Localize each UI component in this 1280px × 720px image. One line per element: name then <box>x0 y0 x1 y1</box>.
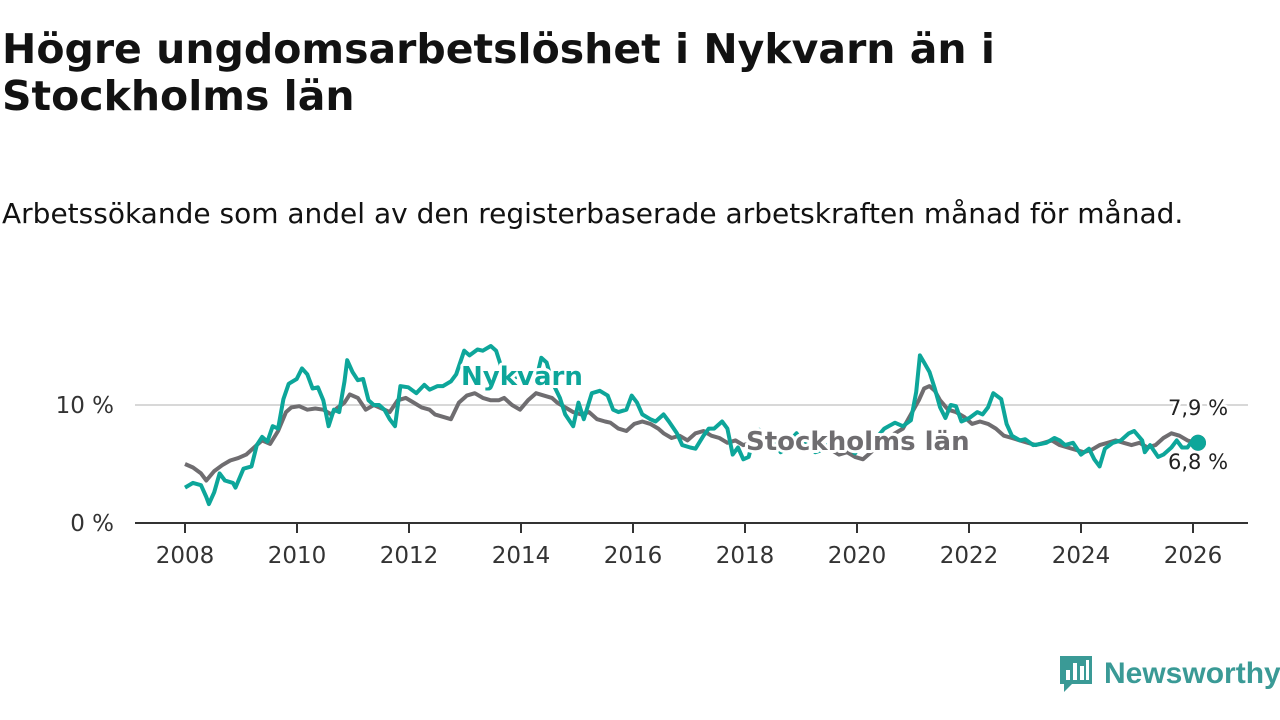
x-tick-label: 2010 <box>268 543 327 569</box>
series-labels: Nykvarn Stockholms län 7,9 % 6,8 % <box>458 359 1231 477</box>
x-tick-label: 2026 <box>1164 543 1223 569</box>
x-tick-label: 2016 <box>604 543 663 569</box>
end-label-nykvarn: 7,9 % <box>1168 396 1228 420</box>
newsworthy-logo-icon <box>1060 656 1092 692</box>
x-tick-label: 2020 <box>828 543 887 569</box>
brand-name: Newsworthy <box>1104 657 1280 690</box>
series-label-nykvarn: Nykvarn <box>461 362 583 392</box>
chart-title: Högre ungdomsarbetslöshet i Nykvarn än i… <box>2 25 995 120</box>
x-tick-label: 2018 <box>716 543 775 569</box>
y-tick-label: 0 % <box>70 511 114 537</box>
y-axis-ticks: 0 % 10 % <box>56 393 114 537</box>
x-tick-label: 2008 <box>156 543 215 569</box>
x-tick-label: 2012 <box>380 543 439 569</box>
newsworthy-brand[interactable]: Newsworthy <box>1058 652 1280 696</box>
chart-subtitle: Arbetssökande som andel av den registerb… <box>2 197 1184 230</box>
end-label-stockholms-lan: 6,8 % <box>1168 450 1228 474</box>
y-tick-label: 10 % <box>56 393 114 419</box>
series-line-nykvarn <box>183 344 1199 507</box>
x-tick-label: 2014 <box>492 543 551 569</box>
x-tick-label: 2024 <box>1052 543 1111 569</box>
series-label-stockholms-lan: Stockholms län <box>746 427 970 457</box>
x-tick-label: 2022 <box>940 543 999 569</box>
series-lines <box>183 344 1206 507</box>
series-line-stockholms-lan <box>184 384 1196 483</box>
x-axis-ticks: 2008 2010 2012 2014 2016 2018 2020 2022 2024 2026 <box>156 523 1223 569</box>
series-end-dot-nykvarn <box>1190 434 1206 451</box>
